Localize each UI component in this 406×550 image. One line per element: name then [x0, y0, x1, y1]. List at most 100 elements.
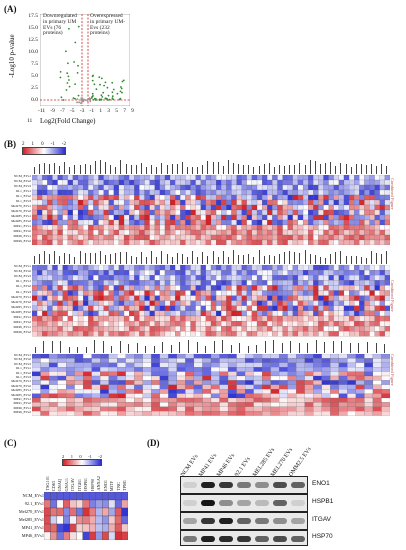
- heatmap-cell: [349, 315, 355, 322]
- heatmap-cell: [47, 295, 53, 301]
- heatmap-cell: [40, 371, 50, 377]
- heatmap-cell: [93, 194, 99, 201]
- volcano-point: [111, 81, 114, 84]
- heatmap-cell: [32, 402, 41, 407]
- heatmap-row-label: Mel270_EVs2: [11, 299, 31, 304]
- heatmap-block-3: NCM_EVs1 NCM_EVs2 NCM_EVs3 92.1_EVs1 92.1_EV…: [4, 340, 396, 418]
- x-tick-extra: 11: [27, 118, 33, 124]
- heatmap-cell: [66, 380, 75, 385]
- heatmap-cell: [379, 321, 385, 327]
- heatmap-cell: [108, 375, 118, 381]
- heatmap-cell: [226, 285, 232, 291]
- heatmap-cell: [374, 175, 380, 181]
- heatmap-cell: [48, 380, 58, 385]
- heatmap-cell: [32, 389, 41, 394]
- panel-c-row-label: Mel270_EVs1: [18, 508, 44, 514]
- heatmap-cell: [374, 209, 380, 216]
- heatmap-cell: [32, 199, 38, 206]
- heatmap-cell: [226, 175, 232, 181]
- heatmap-cell: [253, 406, 263, 412]
- heatmap-cell: [164, 209, 171, 216]
- heatmap-cell: [66, 358, 75, 363]
- heatmap-cell: [338, 189, 345, 196]
- heatmap-cell: [67, 209, 73, 216]
- heatmap-cell: [210, 362, 220, 368]
- heatmap-cell: [175, 189, 181, 196]
- heatmap-cell: [364, 229, 370, 236]
- heatmap-cell: [313, 411, 322, 416]
- heatmap-cell: [297, 234, 304, 241]
- heatmap-cell: [200, 310, 206, 317]
- heatmap-cell: [48, 371, 58, 377]
- heatmap-cell: [323, 194, 329, 201]
- heatmap-cell: [374, 214, 380, 221]
- heatmap-cell: [98, 265, 104, 271]
- heatmap-cell: [108, 270, 114, 276]
- heatmap-cell: [251, 285, 258, 291]
- heatmap-cell: [144, 189, 150, 196]
- heatmap-cell: [343, 189, 350, 196]
- heatmap-cell: [134, 290, 140, 296]
- heatmap-cell: [256, 199, 263, 206]
- heatmap-cell: [154, 214, 160, 221]
- volcano-point: [100, 77, 103, 80]
- heatmap-cell: [37, 310, 43, 317]
- heatmap-cell: [379, 234, 385, 241]
- panel-c-cell: [121, 531, 128, 540]
- heatmap-cell: [313, 175, 319, 181]
- heatmap-cell: [221, 199, 227, 206]
- heatmap-cell: [57, 209, 63, 216]
- heatmap-cell: [98, 275, 104, 281]
- heatmap-col-label-mark: [273, 166, 275, 174]
- heatmap-cell: [88, 204, 94, 211]
- heatmap-cell: [236, 290, 242, 296]
- heatmap-cell: [338, 321, 345, 327]
- heatmap-cell: [151, 406, 160, 412]
- heatmap-cell: [195, 321, 201, 327]
- heatmap-cell: [108, 315, 114, 322]
- heatmap-cell: [328, 219, 334, 226]
- heatmap-cell: [330, 406, 339, 412]
- heatmap-cell: [330, 402, 339, 407]
- heatmap-cell: [72, 270, 79, 276]
- heatmap-cell: [47, 321, 53, 327]
- heatmap-cell: [216, 209, 222, 216]
- heatmap-col-label-mark: [345, 256, 347, 264]
- volcano-point: [89, 100, 92, 103]
- heatmap-cell: [374, 184, 380, 191]
- heatmap-row-label: NCM_EVs1: [14, 264, 31, 268]
- heatmap-cell: [108, 234, 114, 241]
- wb-band: [219, 500, 233, 506]
- heatmap-cell: [256, 229, 263, 236]
- heatmap-cell: [318, 295, 324, 301]
- heatmap-cell: [321, 375, 331, 381]
- heatmap-cell: [210, 290, 217, 296]
- heatmap-cell: [37, 300, 43, 306]
- heatmap-cell: [103, 275, 109, 281]
- heatmap-cell: [117, 358, 126, 363]
- heatmap-cell: [338, 280, 345, 286]
- heatmap-col-label-mark: [350, 255, 352, 264]
- heatmap-cell: [151, 362, 160, 368]
- heatmap-cell: [296, 371, 305, 377]
- heatmap-cell: [369, 321, 375, 327]
- heatmap-cell: [164, 199, 171, 206]
- heatmap-cell: [270, 393, 280, 399]
- heatmap-cell: [144, 331, 150, 337]
- heatmap-cell: [176, 384, 186, 390]
- heatmap-cell: [139, 290, 145, 296]
- heatmap-cell: [134, 397, 143, 403]
- heatmap-cell: [262, 371, 271, 377]
- heatmap-cell: [219, 358, 229, 363]
- heatmap-cell: [205, 275, 212, 281]
- panel-c-cell: [76, 492, 83, 501]
- volcano-point: [112, 98, 114, 101]
- heatmap-cell: [149, 326, 155, 332]
- heatmap-cell: [369, 280, 375, 286]
- heatmap-cell: [62, 224, 68, 231]
- heatmap-cell: [267, 315, 273, 322]
- heatmap-cell: [205, 199, 212, 206]
- heatmap-cell: [304, 380, 314, 385]
- heatmap-cell: [134, 315, 140, 322]
- heatmap-cell: [88, 209, 94, 216]
